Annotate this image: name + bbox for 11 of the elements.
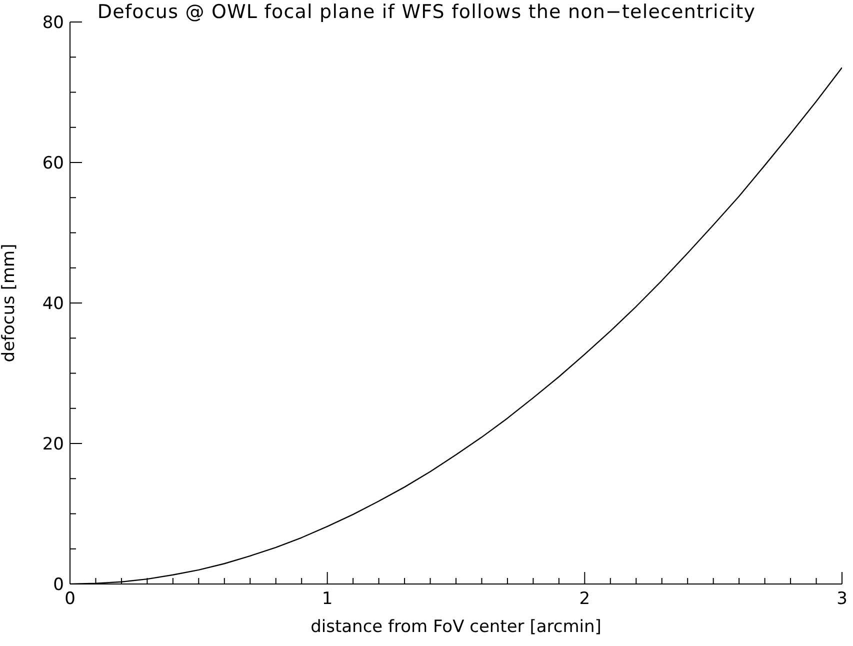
y-tick-label: 0 — [53, 575, 64, 595]
y-axis-title: defocus [mm] — [0, 244, 20, 362]
x-axis-title: distance from FoV center [arcmin] — [310, 617, 602, 637]
x-tick-label: 1 — [322, 589, 333, 609]
x-tick-label: 2 — [579, 589, 590, 609]
x-tick-label: 3 — [836, 589, 848, 609]
y-tick-label: 80 — [42, 13, 64, 33]
y-tick-label: 40 — [42, 294, 64, 314]
y-tick-label: 20 — [42, 434, 64, 454]
y-tick-label: 60 — [42, 154, 64, 174]
chart-title: Defocus @ OWL focal plane if WFS follows the non−telecentricity — [97, 1, 756, 23]
